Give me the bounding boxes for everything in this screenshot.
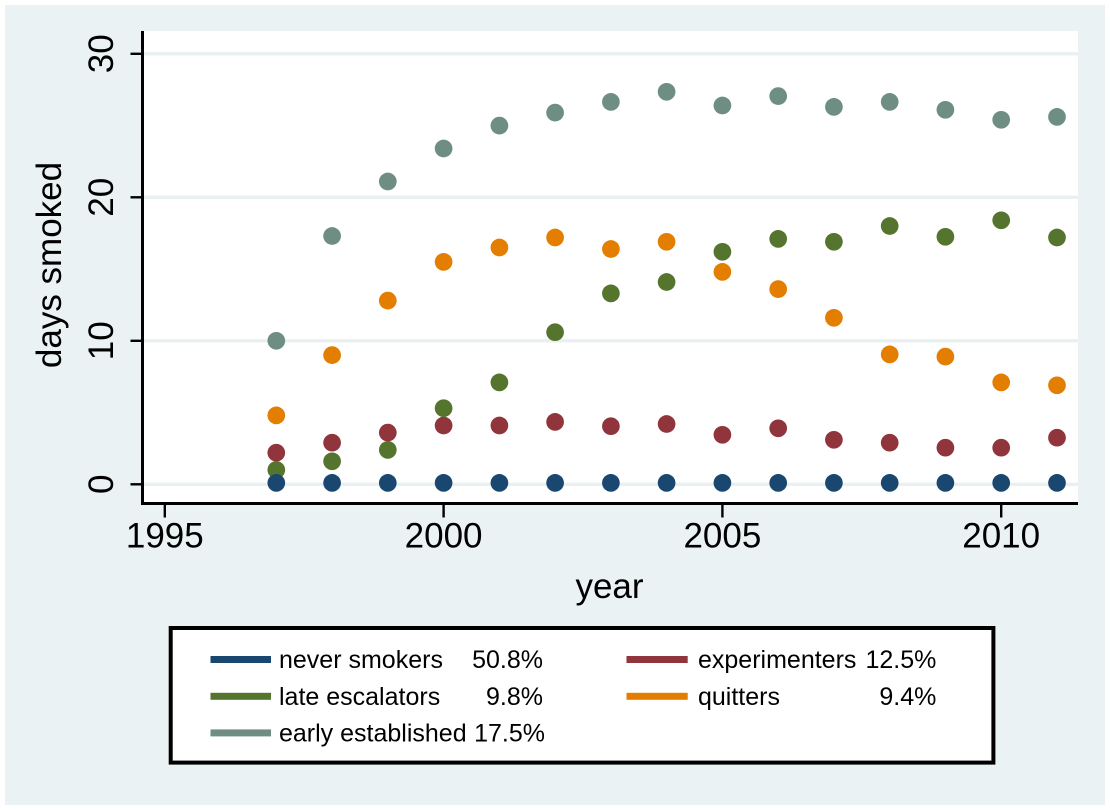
svg-text:17.5%: 17.5%: [474, 719, 545, 747]
svg-text:50.8%: 50.8%: [472, 646, 543, 674]
svg-text:30: 30: [82, 34, 121, 73]
svg-text:quitters: quitters: [698, 683, 780, 711]
svg-text:1995: 1995: [126, 517, 204, 556]
svg-text:2010: 2010: [962, 517, 1040, 556]
svg-text:year: year: [575, 567, 643, 606]
svg-text:never smokers: never smokers: [279, 646, 443, 674]
svg-text:10: 10: [82, 321, 121, 360]
svg-text:9.4%: 9.4%: [879, 683, 936, 711]
svg-text:0: 0: [82, 475, 121, 494]
svg-text:days smoked: days smoked: [30, 162, 69, 368]
svg-text:9.8%: 9.8%: [486, 683, 543, 711]
svg-text:20: 20: [82, 178, 121, 217]
svg-text:2000: 2000: [405, 517, 483, 556]
svg-text:2005: 2005: [683, 517, 761, 556]
svg-text:early established: early established: [279, 719, 467, 747]
svg-text:12.5%: 12.5%: [866, 646, 937, 674]
svg-text:experimenters: experimenters: [698, 646, 856, 674]
svg-text:late escalators: late escalators: [279, 683, 440, 711]
